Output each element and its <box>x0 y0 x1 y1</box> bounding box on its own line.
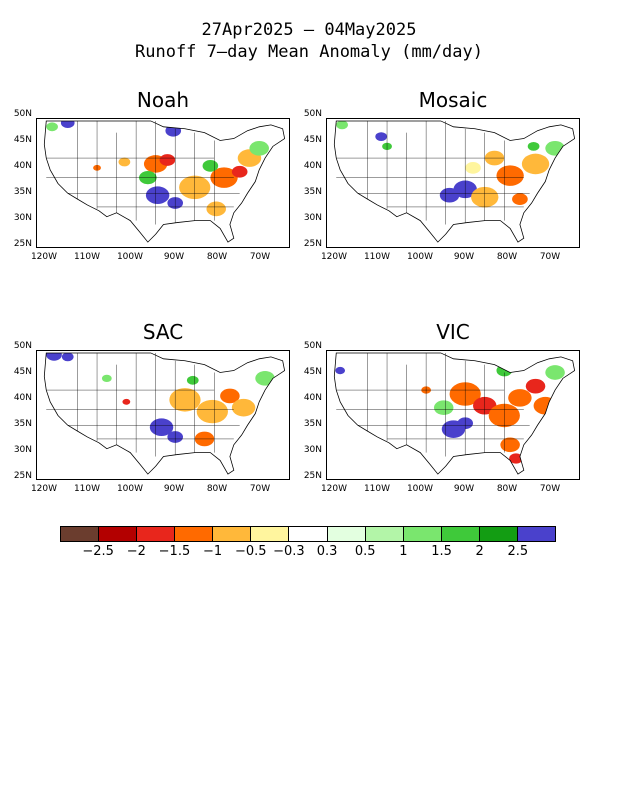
colorbar-tick-label: 1.5 <box>431 544 452 559</box>
colorbar-swatch <box>61 527 100 541</box>
colorbar-tick-label: −1 <box>203 544 223 559</box>
latitude-tick-label: 25N <box>13 471 32 481</box>
longitude-tick-label: 100W <box>406 484 434 494</box>
runoff-anomaly-map <box>36 118 290 248</box>
longitude-tick-label: 70W <box>249 252 271 262</box>
latitude-tick-label: 40N <box>13 393 32 403</box>
latitude-tick-label: 25N <box>303 471 322 481</box>
panel-title: VIC <box>436 320 470 344</box>
colorbar <box>60 526 556 542</box>
colorbar-tick-label: −2 <box>126 544 146 559</box>
colorbar-swatch <box>441 527 480 541</box>
longitude-tick-label: 80W <box>496 484 518 494</box>
longitude-tick-label: 70W <box>539 252 561 262</box>
latitude-tick-label: 50N <box>303 341 322 351</box>
colorbar-swatch <box>99 527 138 541</box>
latitude-tick-label: 30N <box>13 213 32 223</box>
longitude-tick-label: 110W <box>73 484 101 494</box>
latitude-tick-label: 40N <box>13 161 32 171</box>
colorbar-tick-label: −0.5 <box>234 544 267 559</box>
map-title-variable: Runoff 7–day Mean Anomaly (mm/day) <box>135 42 483 62</box>
latitude-tick-label: 45N <box>303 367 322 377</box>
map-panel-noah: Noah 50N 45N 40N 35N 30N 25N 120W 110W 100W 90W 80W… <box>0 88 290 278</box>
colorbar-tick-label: −0.3 <box>273 544 305 559</box>
longitude-tick-label: 110W <box>363 252 391 262</box>
longitude-tick-label: 100W <box>116 484 144 494</box>
latitude-tick-label: 35N <box>303 187 322 197</box>
colorbar-swatch <box>365 527 404 541</box>
latitude-tick-label: 30N <box>13 445 32 455</box>
latitude-tick-label: 45N <box>303 135 322 145</box>
panel-title: Noah <box>136 88 190 112</box>
colorbar-tick-label: −2.5 <box>82 544 114 559</box>
longitude-tick-label: 80W <box>206 252 228 262</box>
map-panel-sac: SAC 50N 45N 40N 35N 30N 25N 120W 110W 100W 90W 80W 7… <box>0 320 290 510</box>
map-title-dates: 27Apr2025 – 04May2025 <box>201 20 417 40</box>
colorbar-tick-label: 0.3 <box>316 544 338 559</box>
latitude-tick-label: 35N <box>303 419 322 429</box>
runoff-anomaly-map <box>326 118 580 248</box>
colorbar-tick-label: −1.5 <box>158 544 191 559</box>
longitude-tick-label: 80W <box>206 484 228 494</box>
colorbar-swatch <box>289 527 328 541</box>
latitude-tick-label: 35N <box>13 419 32 429</box>
latitude-tick-label: 50N <box>303 109 322 119</box>
longitude-tick-label: 80W <box>496 252 518 262</box>
colorbar-swatch <box>479 527 518 541</box>
colorbar-tick-label: 1 <box>399 544 408 559</box>
longitude-tick-label: 120W <box>320 484 348 494</box>
longitude-tick-label: 90W <box>163 484 185 494</box>
latitude-tick-label: 40N <box>303 161 322 171</box>
colorbar-swatch <box>213 527 252 541</box>
longitude-tick-label: 110W <box>363 484 391 494</box>
longitude-tick-label: 90W <box>453 484 475 494</box>
colorbar-tick-label: 2.5 <box>507 544 529 559</box>
map-panel-vic: VIC 50N 45N 40N 35N 30N 25N 120W 110W 100W 90W 80W 7… <box>290 320 580 510</box>
colorbar-swatch <box>137 527 176 541</box>
runoff-anomaly-map <box>326 350 580 480</box>
longitude-tick-label: 120W <box>30 484 58 494</box>
colorbar-tick-label: 0.5 <box>354 544 376 559</box>
latitude-tick-label: 40N <box>303 393 322 403</box>
latitude-tick-label: 30N <box>303 445 322 455</box>
longitude-tick-label: 120W <box>320 252 348 262</box>
longitude-tick-label: 110W <box>73 252 101 262</box>
longitude-tick-label: 90W <box>453 252 475 262</box>
colorbar-tick-label: 2 <box>475 544 484 559</box>
latitude-tick-label: 30N <box>303 213 322 223</box>
colorbar-swatch <box>517 527 556 541</box>
longitude-tick-label: 70W <box>249 484 271 494</box>
latitude-tick-label: 35N <box>13 187 32 197</box>
colorbar-swatch <box>251 527 290 541</box>
colorbar-swatch <box>175 527 214 541</box>
longitude-tick-label: 100W <box>406 252 434 262</box>
latitude-tick-label: 45N <box>13 135 32 145</box>
latitude-tick-label: 45N <box>13 367 32 377</box>
colorbar-swatch <box>403 527 442 541</box>
panel-title: Mosaic <box>418 88 488 112</box>
colorbar-swatch <box>327 527 366 541</box>
panel-title: SAC <box>142 320 184 344</box>
map-panel-mosaic: Mosaic 50N 45N 40N 35N 30N 25N 120W 110W 100W 90W 8… <box>290 88 580 278</box>
latitude-tick-label: 25N <box>303 239 322 249</box>
latitude-tick-label: 50N <box>13 341 32 351</box>
longitude-tick-label: 100W <box>116 252 144 262</box>
latitude-tick-label: 25N <box>13 239 32 249</box>
longitude-tick-label: 120W <box>30 252 58 262</box>
longitude-tick-label: 70W <box>539 484 561 494</box>
latitude-tick-label: 50N <box>13 109 32 119</box>
runoff-anomaly-map <box>36 350 290 480</box>
longitude-tick-label: 90W <box>163 252 185 262</box>
